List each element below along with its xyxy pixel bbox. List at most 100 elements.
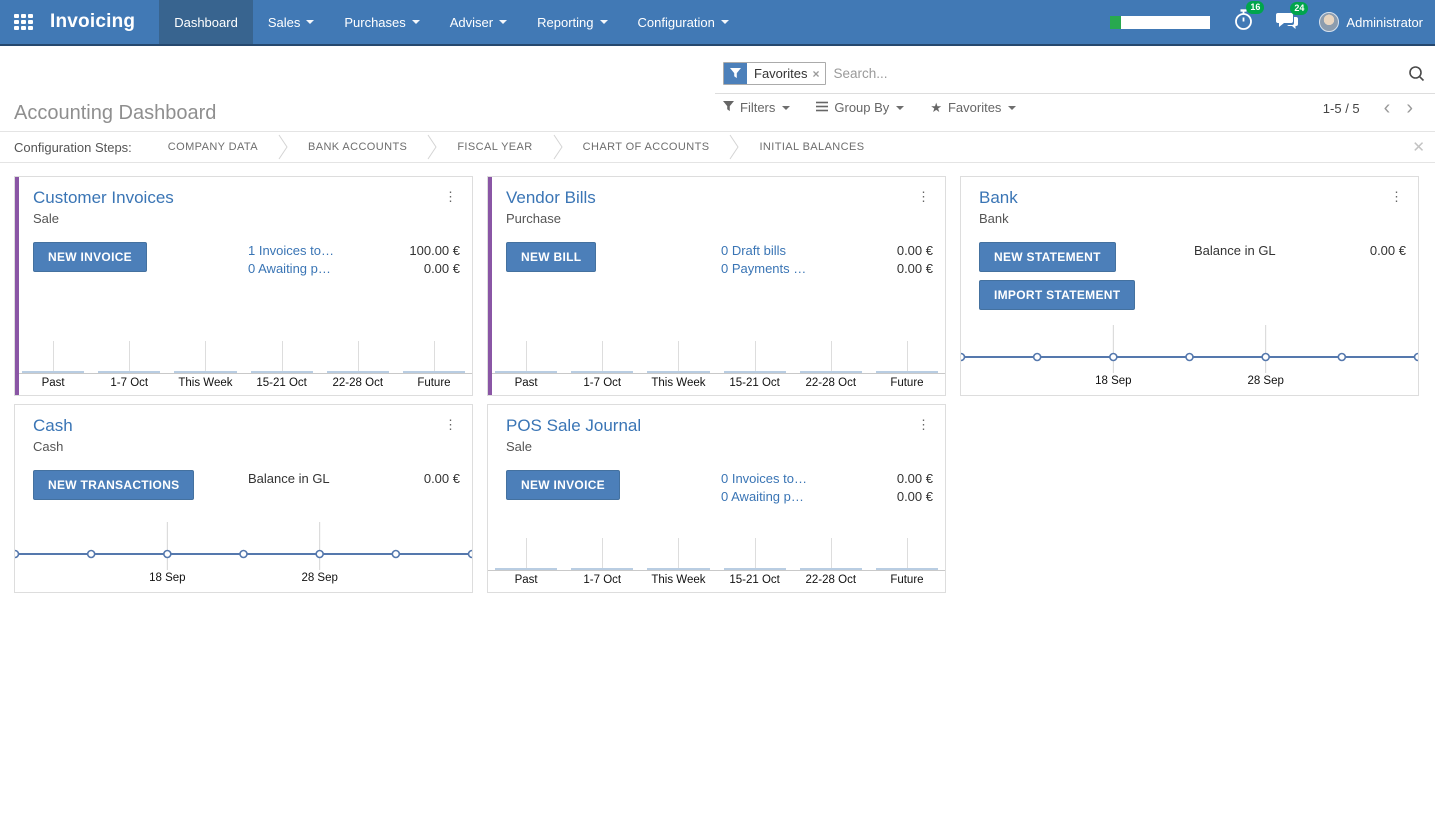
new-invoice-button[interactable]: NEW INVOICE [33, 242, 147, 272]
kebab-menu-icon[interactable]: ⋮ [444, 417, 457, 432]
bar-chart-column[interactable] [91, 329, 167, 373]
bar-chart-column[interactable] [244, 329, 320, 373]
chart-category-label: 15-21 Oct [729, 377, 780, 389]
timer-systray-button[interactable]: 16 [1232, 0, 1265, 37]
new-transactions-button[interactable]: NEW TRANSACTIONS [33, 470, 195, 500]
invoices-to-validate-link[interactable]: 0 Invoices to… [721, 471, 807, 486]
bar-chart-column[interactable] [717, 329, 793, 373]
bar-chart-column[interactable] [869, 329, 945, 373]
menu-sales[interactable]: Sales [253, 0, 330, 44]
bar-chart-column[interactable] [488, 526, 564, 570]
stat-value: 0.00 € [423, 261, 460, 276]
bar [22, 371, 85, 373]
menu-reporting[interactable]: Reporting [522, 0, 622, 44]
step-bank-accounts[interactable]: BANK ACCOUNTS [307, 141, 408, 153]
bar-chart-column[interactable] [488, 329, 564, 373]
search-icon[interactable] [1408, 65, 1425, 82]
axis-tick [526, 341, 528, 373]
bar-chart-column[interactable] [793, 526, 869, 570]
chart-category-label: Past [41, 377, 65, 389]
bar-chart-column[interactable] [640, 329, 716, 373]
chevron-separator-icon [553, 134, 563, 160]
messages-systray-button[interactable]: 24 [1275, 1, 1309, 36]
progress-fill [1110, 15, 1122, 29]
favorites-button[interactable]: ★ Favorites [930, 100, 1017, 115]
new-statement-button[interactable]: NEW STATEMENT [979, 242, 1116, 272]
app-title[interactable]: Invoicing [50, 11, 136, 32]
menu-configuration[interactable]: Configuration [623, 0, 744, 44]
new-bill-button[interactable]: NEW BILL [506, 242, 597, 272]
stopwatch-icon [1232, 8, 1255, 37]
stat-value: 0.00 € [1369, 243, 1406, 258]
facet-remove-icon[interactable]: × [812, 66, 820, 81]
step-initial-balances[interactable]: INITIAL BALANCES [759, 141, 865, 153]
card-title[interactable]: Customer Invoices [33, 188, 174, 207]
card-subtitle: Bank [979, 211, 1009, 226]
journal-sparkline-chart[interactable]: Past 1-7 Oct This Week 15-21 Oct 22-28 Oct Fu… [488, 329, 945, 395]
chart-category-label: Future [890, 377, 924, 389]
bar-chart-column[interactable] [640, 526, 716, 570]
draft-bills-link[interactable]: 0 Draft bills [721, 243, 787, 258]
pager-next-button[interactable]: › [1406, 97, 1413, 119]
chevron-separator-icon [427, 134, 437, 160]
card-title[interactable]: Bank [979, 188, 1018, 207]
new-invoice-button[interactable]: NEW INVOICE [506, 470, 620, 500]
invoices-to-validate-link[interactable]: 1 Invoices to… [248, 243, 334, 258]
step-company-data[interactable]: COMPANY DATA [167, 141, 258, 153]
user-menu[interactable]: Administrator [1346, 14, 1423, 30]
kebab-menu-icon[interactable]: ⋮ [444, 189, 457, 204]
import-statement-button[interactable]: IMPORT STATEMENT [979, 280, 1136, 310]
chevron-down-icon [411, 20, 420, 24]
payments-link[interactable]: 0 Payments … [721, 261, 807, 276]
awaiting-payments-link[interactable]: 0 Awaiting p… [721, 489, 804, 504]
filters-button[interactable]: Filters [723, 100, 791, 115]
chart-category-label: Future [890, 574, 924, 586]
avatar[interactable] [1319, 12, 1340, 32]
card-title[interactable]: Cash [33, 416, 73, 435]
bar-chart-column[interactable] [15, 329, 91, 373]
balance-in-gl-label: Balance in GL [248, 471, 330, 486]
accounting-dashboard: ⋮ Customer Invoices Sale NEW INVOICE 1 I… [0, 163, 1435, 593]
chart-category-label: Past [514, 377, 538, 389]
step-chart-of-accounts[interactable]: CHART OF ACCOUNTS [582, 141, 710, 153]
bar [326, 371, 389, 373]
bar-chart-column[interactable] [320, 329, 396, 373]
bar-chart-column[interactable] [564, 329, 640, 373]
search-facet-favorites[interactable]: Favorites × [723, 62, 827, 85]
chevron-separator-icon [729, 134, 740, 160]
close-icon[interactable]: ✕ [1412, 139, 1425, 156]
step-fiscal-year[interactable]: FISCAL YEAR [457, 141, 533, 153]
chevron-down-icon [306, 20, 315, 24]
bar-chart-column[interactable] [167, 329, 243, 373]
kebab-menu-icon[interactable]: ⋮ [1390, 189, 1403, 204]
awaiting-payments-link[interactable]: 0 Awaiting p… [248, 261, 331, 276]
config-steps-label: Configuration Steps: [14, 139, 132, 155]
search-input[interactable] [833, 66, 1408, 81]
journal-sparkline-chart[interactable]: Past 1-7 Oct This Week 15-21 Oct 22-28 Oct Fu… [488, 526, 945, 592]
journal-sparkline-chart[interactable]: 18 Sep 28 Sep [961, 325, 1418, 395]
bar-chart-column[interactable] [869, 526, 945, 570]
journal-sparkline-chart[interactable]: 18 Sep 28 Sep [15, 522, 472, 592]
menu-purchases[interactable]: Purchases [329, 0, 434, 44]
card-title[interactable]: Vendor Bills [506, 188, 596, 207]
pager-previous-button[interactable]: ‹ [1383, 97, 1391, 119]
bar-chart-column[interactable] [793, 329, 869, 373]
journal-sparkline-chart[interactable]: Past 1-7 Oct This Week 15-21 Oct 22-28 Oct Fu… [15, 329, 472, 395]
apps-menu-button[interactable] [0, 0, 46, 44]
bar-chart-column[interactable] [717, 526, 793, 570]
timesheet-progress-bar[interactable] [1110, 15, 1211, 29]
bar-chart-column[interactable] [564, 526, 640, 570]
menu-adviser[interactable]: Adviser [435, 0, 522, 44]
bar [98, 371, 161, 373]
axis-tick [602, 341, 604, 373]
axis-tick [678, 341, 680, 373]
kebab-menu-icon[interactable]: ⋮ [917, 417, 930, 432]
group-by-button[interactable]: Group By [816, 100, 905, 115]
menu-dashboard[interactable]: Dashboard [159, 0, 253, 44]
kebab-menu-icon[interactable]: ⋮ [917, 189, 930, 204]
bar [723, 371, 786, 373]
balance-in-gl-label: Balance in GL [1194, 243, 1276, 258]
bar-chart-column[interactable] [396, 329, 472, 373]
card-title[interactable]: POS Sale Journal [506, 416, 642, 435]
axis-tick [754, 538, 756, 570]
